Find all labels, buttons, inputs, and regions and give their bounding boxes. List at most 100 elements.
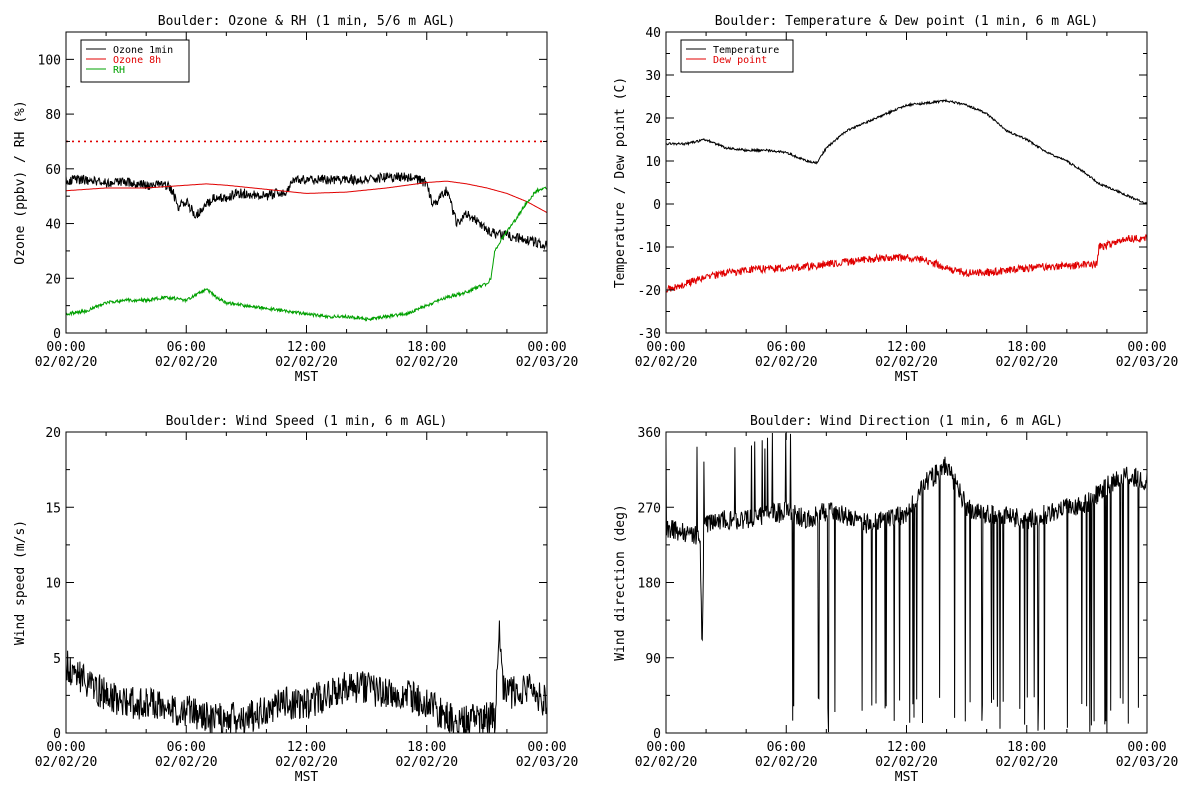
x-tick-label: 00:00 xyxy=(527,340,566,355)
x-tick-label-date: 02/02/20 xyxy=(995,755,1058,770)
x-tick-label: 18:00 xyxy=(1007,740,1046,755)
plot-frame xyxy=(665,31,1148,334)
x-tick-label-date: 02/02/20 xyxy=(755,355,818,370)
y-tick-label: 40 xyxy=(45,218,61,233)
x-tick-label: 06:00 xyxy=(767,740,806,755)
x-tick-label: 18:00 xyxy=(1007,340,1046,355)
x-tick-label: 18:00 xyxy=(407,340,446,355)
plot-frame xyxy=(65,431,548,734)
chart-temp_dew: Boulder: Temperature & Dew point (1 min,… xyxy=(613,14,1178,385)
x-tick-label: 00:00 xyxy=(46,740,85,755)
x-tick-label-date: 02/02/20 xyxy=(995,355,1058,370)
y-tick-label: -10 xyxy=(638,241,661,256)
y-tick-label: 180 xyxy=(638,577,661,592)
legend-label: RH xyxy=(113,65,125,76)
y-tick-label: 0 xyxy=(53,727,61,742)
y-tick-label: 0 xyxy=(653,727,661,742)
x-tick-label: 12:00 xyxy=(287,340,326,355)
y-axis-label: Ozone (ppbv) / RH (%) xyxy=(13,100,28,264)
chart-wind_dir: Boulder: Wind Direction (1 min, 6 m AGL)… xyxy=(613,414,1178,785)
series-line-ozone-8h xyxy=(66,180,547,214)
y-axis-label: Wind speed (m/s) xyxy=(13,520,28,645)
y-tick-label: 40 xyxy=(645,26,661,41)
x-tick-label-date: 02/02/20 xyxy=(155,755,218,770)
x-tick-label-date: 02/02/20 xyxy=(395,355,458,370)
x-tick-label-date: 02/03/20 xyxy=(516,355,579,370)
x-tick-label: 18:00 xyxy=(407,740,446,755)
series-line-wind_speed xyxy=(66,620,547,733)
legend-label: Ozone 1min xyxy=(113,45,173,56)
x-tick-label: 12:00 xyxy=(287,740,326,755)
y-tick-label: 0 xyxy=(653,198,661,213)
y-tick-label: 20 xyxy=(45,426,61,441)
y-tick-label: 20 xyxy=(45,272,61,287)
x-axis-label: MST xyxy=(295,370,319,385)
y-tick-label: -30 xyxy=(638,327,661,342)
x-tick-label: 06:00 xyxy=(167,340,206,355)
y-axis-label: Temperature / Dew point (C) xyxy=(613,77,628,288)
x-tick-label-date: 02/02/20 xyxy=(635,755,698,770)
y-tick-label: 30 xyxy=(645,69,661,84)
x-tick-label-date: 02/02/20 xyxy=(875,355,938,370)
series-line-ozone-1min xyxy=(66,171,547,251)
x-tick-label: 06:00 xyxy=(767,340,806,355)
x-tick-label-date: 02/02/20 xyxy=(635,355,698,370)
legend-label: Temperature xyxy=(713,45,779,56)
x-tick-label-date: 02/03/20 xyxy=(516,755,579,770)
y-axis-label: Wind direction (deg) xyxy=(613,504,628,661)
y-tick-label: 20 xyxy=(645,112,661,127)
x-tick-label: 12:00 xyxy=(887,740,926,755)
y-tick-label: 100 xyxy=(38,53,61,68)
y-tick-label: 80 xyxy=(45,108,61,123)
y-tick-label: 270 xyxy=(638,501,661,516)
x-tick-label-date: 02/02/20 xyxy=(755,755,818,770)
x-tick-label-date: 02/02/20 xyxy=(275,755,338,770)
chart-title: Boulder: Temperature & Dew point (1 min,… xyxy=(715,14,1099,29)
series-line-rh xyxy=(66,186,547,322)
chart-title: Boulder: Ozone & RH (1 min, 5/6 m AGL) xyxy=(158,14,455,29)
x-tick-label: 00:00 xyxy=(646,740,685,755)
x-tick-label-date: 02/03/20 xyxy=(1116,355,1179,370)
series-line-temperature xyxy=(666,98,1147,205)
y-tick-label: 10 xyxy=(45,577,61,592)
x-tick-label-date: 02/02/20 xyxy=(395,755,458,770)
y-tick-label: 15 xyxy=(45,501,61,516)
x-axis-label: MST xyxy=(895,770,919,785)
x-tick-label-date: 02/02/20 xyxy=(275,355,338,370)
legend-label: Ozone 8h xyxy=(113,55,161,66)
y-tick-label: 360 xyxy=(638,426,661,441)
chart-ozone_rh: Boulder: Ozone & RH (1 min, 5/6 m AGL)00… xyxy=(13,14,578,385)
x-tick-label: 00:00 xyxy=(646,340,685,355)
x-tick-label: 12:00 xyxy=(887,340,926,355)
x-tick-label: 00:00 xyxy=(527,740,566,755)
y-tick-label: 90 xyxy=(645,652,661,667)
x-axis-label: MST xyxy=(295,770,319,785)
legend-box xyxy=(80,39,190,83)
y-tick-label: 10 xyxy=(645,155,661,170)
x-axis-label: MST xyxy=(895,370,919,385)
y-tick-label: 60 xyxy=(45,163,61,178)
chart-wind_speed: Boulder: Wind Speed (1 min, 6 m AGL) 00:0… xyxy=(13,414,578,785)
x-tick-label-date: 02/02/20 xyxy=(35,755,98,770)
legend-box xyxy=(680,39,794,73)
x-tick-label-date: 02/02/20 xyxy=(155,355,218,370)
x-tick-label-date: 02/02/20 xyxy=(875,755,938,770)
x-tick-label-date: 02/03/20 xyxy=(1116,755,1179,770)
legend-label: Dew point xyxy=(713,55,767,66)
series-line-dew-point xyxy=(666,233,1147,293)
x-tick-label: 00:00 xyxy=(46,340,85,355)
chart-title: Boulder: Wind Direction (1 min, 6 m AGL) xyxy=(750,414,1063,429)
plot-frame xyxy=(665,431,1148,734)
y-tick-label: 0 xyxy=(53,327,61,342)
x-tick-label-date: 02/02/20 xyxy=(35,355,98,370)
x-tick-label: 06:00 xyxy=(167,740,206,755)
x-tick-label: 00:00 xyxy=(1127,740,1166,755)
chart-title: Boulder: Wind Speed (1 min, 6 m AGL) xyxy=(166,414,448,429)
y-tick-label: 5 xyxy=(53,652,61,667)
y-tick-label: -20 xyxy=(638,284,661,299)
series-line-wind_dir xyxy=(666,432,1147,733)
x-tick-label: 00:00 xyxy=(1127,340,1166,355)
